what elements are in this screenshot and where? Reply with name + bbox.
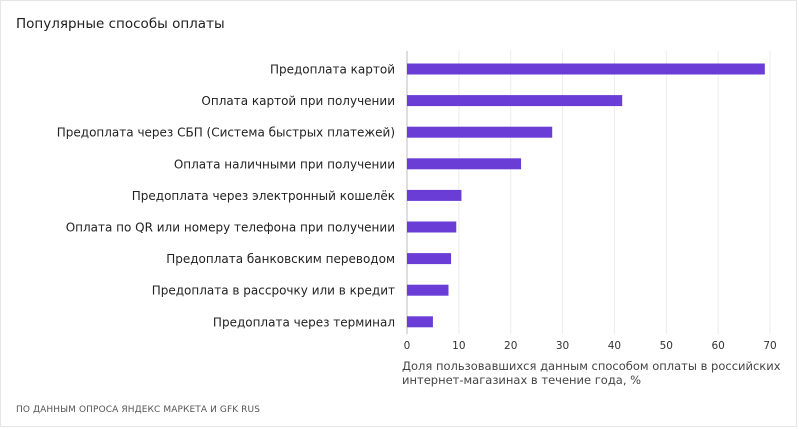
- category-label: Предоплата в рассрочку или в кредит: [152, 284, 395, 298]
- x-tick-label: 30: [556, 340, 569, 352]
- x-tick-label: 20: [504, 340, 517, 352]
- bar: [407, 253, 452, 265]
- x-tick-label: 60: [711, 340, 724, 352]
- bar: [407, 158, 522, 170]
- x-tick-label: 0: [404, 340, 411, 352]
- chart-title: Популярные способы оплаты: [16, 16, 225, 32]
- x-tick-label: 10: [452, 340, 465, 352]
- x-axis: 0 10 20 30 40 50 60 70 Доля пользовавшихся данны…: [402, 340, 781, 387]
- x-tick-label: 40: [608, 340, 621, 352]
- bar: [407, 63, 765, 75]
- x-tick-label: 70: [763, 340, 776, 352]
- category-labels: Предоплата картой Оплата картой при получ…: [57, 63, 395, 330]
- category-label: Предоплата картой: [270, 63, 395, 77]
- bar: [407, 284, 449, 296]
- category-label: Оплата наличными при получении: [174, 157, 395, 171]
- bar: [407, 316, 433, 328]
- x-axis-title: Доля пользовавшихся данным способом опла…: [402, 359, 781, 373]
- x-axis-title: интернет-магазинах в течение года, %: [402, 373, 641, 387]
- source-note: ПО ДАННЫМ ОПРОСА ЯНДЕКС МАРКЕТА И GFK RU…: [16, 405, 261, 415]
- category-label: Предоплата через электронный кошелёк: [132, 189, 395, 203]
- category-label: Предоплата банковским переводом: [166, 252, 395, 266]
- category-label: Предоплата через терминал: [213, 315, 395, 329]
- bar-chart: Предоплата картой Оплата картой при получ…: [57, 51, 781, 387]
- bar: [407, 221, 457, 233]
- bars: [407, 63, 765, 328]
- category-label: Оплата картой при получении: [201, 94, 395, 108]
- category-label: Оплата по QR или номеру телефона при пол…: [66, 221, 395, 235]
- bar: [407, 189, 462, 201]
- x-tick-label: 50: [660, 340, 673, 352]
- category-label: Предоплата через СБП (Система быстрых пл…: [57, 126, 395, 140]
- bar: [407, 126, 553, 138]
- bar: [407, 95, 623, 107]
